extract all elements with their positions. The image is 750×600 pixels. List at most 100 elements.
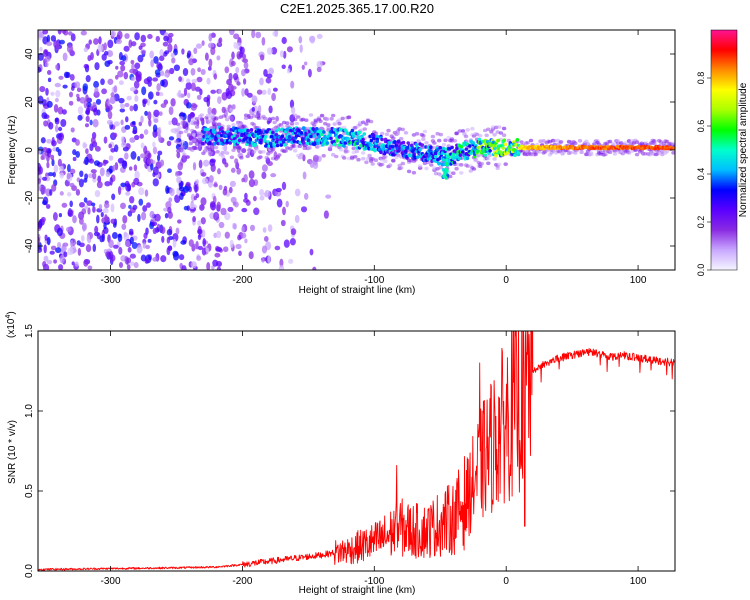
spectrogram-cell [221,114,227,118]
spectrogram-cell [213,183,218,188]
spectrogram-cell [664,149,670,153]
spectrogram-cell [315,127,319,131]
spectrogram-cell [159,49,164,57]
spectrogram-cell [286,68,291,74]
spectrogram-cell [172,238,177,248]
snr-x-ticks: -300 -200 -100 0 100 [101,331,647,587]
spectrogram-cell [429,163,434,167]
spectrogram-cell [147,111,152,121]
spectrogram-cell [242,58,249,63]
spectrogram-cell [115,38,123,45]
spectrogram-cell [248,137,253,141]
spectrogram-cell [97,43,104,53]
spectrogram-cell [76,96,81,102]
spectrogram-cell [349,156,355,161]
spectrogram-cell [588,152,594,157]
spectrogram-cell [160,70,165,77]
snr-x-tick-label: -300 [101,576,121,587]
spectrogram-cell [247,151,252,156]
spectrogram-cell [99,167,105,177]
spectrogram-cell [160,226,166,235]
spectrogram-cell [175,171,179,177]
spectrogram-cell [399,166,404,170]
spectrogram-cell [47,70,52,75]
spectrogram-cell [141,211,147,221]
spectrogram-cell [496,138,501,143]
spectrogram-cell [129,195,135,204]
spectrogram-cell [178,254,185,261]
spectrogram-cell [74,261,79,267]
spectrogram-cell [120,136,125,143]
spectrogram-cell [218,221,225,229]
spectrogram-cell [259,195,265,201]
spectrogram-cell [134,170,140,180]
spectrogram-cell [55,247,62,254]
spectrogram-cell [369,138,374,143]
spectrogram-cell [191,78,198,83]
spectrogram-cell [309,134,313,139]
spectrogram-cell [329,136,333,141]
spectrogram-cell [400,161,405,166]
spectrogram-cell [229,107,234,113]
spectrogram-cell [124,152,129,160]
spectrogram-cell [144,258,149,264]
spectrogram-cell [46,100,53,108]
spectrogram-cell [209,202,217,211]
spectrogram-cell [383,159,388,163]
spectrogram-cell [120,119,124,126]
spectrogram-cell [372,136,376,141]
spectrogram-cell [290,106,296,115]
spectrogram-cell [210,163,216,173]
spectrogram-cell [149,50,155,59]
spectrogram-cell [169,67,175,75]
spectrogram-cell [152,141,156,148]
spectrogram-cell [214,252,221,258]
spectrogram-cell [308,113,314,117]
spectrogram-cell [202,237,207,247]
spectrogram-cell [92,101,97,110]
spectrogram-cell [135,73,142,82]
spectrogram-cell [41,152,46,160]
spectrogram-cell [153,109,160,118]
spectrogram-cell [71,85,75,91]
spectrogram-cell [380,131,385,136]
spectrogram-cell [274,245,281,251]
spectrogram-cell [109,95,116,105]
spectrogram-cell [206,94,211,101]
spectrogram-cell [279,143,284,147]
spectrogram-cell [386,128,391,133]
spectrogram-cell [186,205,191,212]
spectrogram-cell [113,121,120,127]
spectrogram-cell [203,159,210,167]
spectrogram-cell [476,149,481,153]
spectrogram-cell [619,141,624,145]
spectrogram-cell [98,203,103,210]
spectrogram-cell [600,149,605,154]
spectrogram-cell [137,213,141,223]
spectrogram-cell [192,162,197,171]
spectrogram-cell [156,83,161,92]
spectrogram-cell [197,228,203,235]
spectrogram-cell [216,133,221,138]
spectrogram-cell [97,175,102,183]
spectrogram-cell [92,206,96,213]
spectrogram-cell [123,45,130,52]
spectrogram-cell [218,184,223,191]
spectrogram-cell [642,152,648,156]
spectrogram-cell [486,161,491,166]
spectrogram-cell [502,138,507,142]
spectrogram-cell [318,119,323,123]
spectrogram-cell [197,234,202,240]
spectrogram-cell [210,134,215,138]
spectrogram-cell [356,135,361,139]
spectrogram-cell [117,30,123,40]
spectrogram-cell [217,96,222,104]
spectrogram-cell [473,158,478,163]
spectrogram-cell [71,261,75,266]
spectrogram-cell [93,160,100,166]
spectrogram-cell [38,166,43,175]
spectrogram-cell [233,223,237,230]
spectrogram-cell [421,137,426,141]
spectrogram-cell [230,85,237,90]
spectrogram-cell [207,66,212,71]
